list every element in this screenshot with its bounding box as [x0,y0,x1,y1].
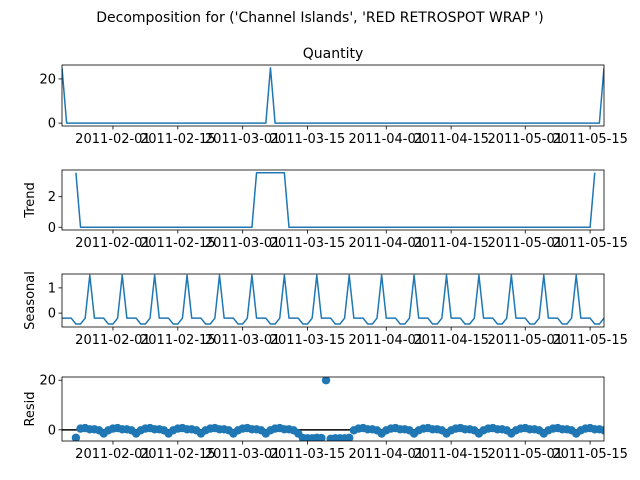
x-tick-label: 2011-03-15 [270,132,346,147]
x-tick-label: 2011-05-15 [552,236,628,251]
x-tick-label: 2011-05-01 [487,333,563,348]
x-tick-label: 2011-03-01 [205,236,281,251]
y-tick-label: 1 [48,281,56,296]
observed-line [62,67,604,124]
x-tick-label: 2011-05-01 [487,132,563,147]
x-tick-label: 2011-03-01 [205,447,281,462]
x-tick-label: 2011-05-15 [552,447,628,462]
y-tick-label: 0 [48,423,56,438]
x-tick-label: 2011-02-15 [140,236,216,251]
resid-series [62,377,631,442]
resid-point [317,433,326,441]
x-tick-label: 2011-04-15 [413,447,489,462]
x-tick-label: 2011-02-15 [140,447,216,462]
x-tick-label: 2011-02-15 [140,333,216,348]
x-tick-label: 2011-02-01 [75,447,151,462]
x-tick-label: 2011-04-15 [413,333,489,348]
x-tick-label: 2011-03-15 [270,236,346,251]
y-tick-label: 0 [48,307,56,322]
panel-seasonal: 0 1 2011-02-012011-02-152011-03-012011-03-… [23,271,628,348]
panel-observed: 0 20 2011-02-012011-02-152011-03-012011-03… [39,46,627,147]
y-tick-label: 20 [39,374,56,389]
panel-title: Quantity [303,46,364,62]
x-tick-label: 2011-05-15 [552,132,628,147]
seasonal-line [62,274,604,325]
trend-series [75,172,596,228]
x-tick-label: 2011-05-01 [487,236,563,251]
resid-axes-frame [61,376,605,442]
resid-point [599,426,604,435]
x-tick-label: 2011-03-15 [270,447,346,462]
x-tick-label: 2011-05-15 [552,333,628,348]
x-tick-label: 2011-05-01 [487,447,563,462]
seasonal-axes-frame [61,273,605,328]
y-tick-label: 0 [48,221,56,236]
resid-point [614,424,622,432]
seasonal-series [62,274,604,325]
x-tick-label: 2011-02-01 [75,236,151,251]
y-tick-label: 0 [48,117,56,132]
x-tick-label: 2011-03-01 [205,132,281,147]
x-tick-label: 2011-04-01 [348,333,424,348]
observed-series [62,67,604,124]
x-tick-label: 2011-02-01 [75,333,151,348]
x-tick-label: 2011-04-15 [413,132,489,147]
resid-point [618,424,626,432]
resid-point [345,433,354,441]
resid-point [609,426,617,434]
trend-line [75,172,596,228]
panels: 0202011-02-012011-02-152011-03-012011-03… [23,46,631,462]
figure-suptitle: Decomposition for ('Channel Islands', 'R… [96,10,544,26]
x-tick-label: 2011-04-01 [348,447,424,462]
resid-point [321,377,331,385]
x-tick-label: 2011-02-15 [140,132,216,147]
x-tick-label: 2011-04-01 [348,236,424,251]
trend-axes-frame [61,169,605,231]
x-tick-label: 2011-02-01 [75,132,151,147]
x-tick-label: 2011-03-15 [270,333,346,348]
panel-resid: 0 20 2011-02-012011-02-152011-03-012011-03… [23,374,631,462]
x-tick-label: 2011-03-01 [205,333,281,348]
panel-trend: 0 2 2011-02-012011-02-152011-03-012011-03-… [23,169,628,251]
resid-point [604,429,612,437]
resid-point [71,433,81,441]
observed-axes-frame [61,64,605,127]
y-tick-label: 20 [39,72,56,87]
y-tick-label: 2 [48,190,56,205]
x-tick-label: 2011-04-01 [348,132,424,147]
y-axis-label: Trend [23,182,38,219]
y-axis-label: Seasonal [23,271,38,330]
x-tick-label: 2011-04-15 [413,236,489,251]
resid-point [623,434,631,442]
y-axis-label: Resid [23,391,38,426]
